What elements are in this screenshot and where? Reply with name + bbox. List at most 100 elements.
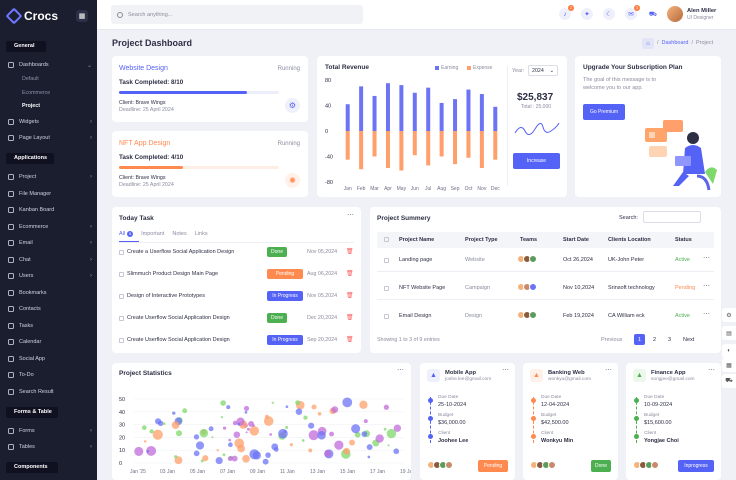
user-avatar[interactable] (667, 6, 683, 22)
data-bubble (383, 427, 387, 431)
sidebar-item-search-result[interactable]: Search Result (8, 387, 92, 397)
tab-notes[interactable]: Notes (172, 231, 187, 237)
sidebar-item-social-app[interactable]: Social App (8, 354, 92, 364)
task-name: Create Userflow Social Application Desig… (127, 337, 230, 343)
cart-icon[interactable]: ⛟ (648, 10, 658, 18)
sidebar-item-forms[interactable]: Forms › (8, 426, 92, 436)
sidebar-item-tables[interactable]: Tables › (8, 442, 92, 452)
row-checkbox[interactable] (384, 258, 389, 263)
sidebar-item-to-do[interactable]: To-Do (8, 370, 92, 380)
header-checkbox[interactable] (384, 237, 389, 242)
more-icon[interactable]: ⋯ (397, 367, 404, 374)
timeline-dot (428, 416, 433, 421)
app-icon (8, 190, 14, 197)
task-checkbox[interactable] (119, 294, 124, 299)
trash-icon[interactable]: 🗑 (346, 249, 354, 255)
settings-icon[interactable]: ⚙ (722, 308, 736, 322)
more-icon[interactable]: ⋯ (502, 367, 509, 374)
sidebar-item-bookmarks[interactable]: Bookmarks (8, 288, 92, 298)
search-input[interactable]: Search anything... (111, 5, 363, 24)
app-card-mobile-app[interactable]: ▲ Mobile App joohe.lee@gmail.com ⋯ Due Date 2… (420, 363, 515, 480)
cart-icon[interactable]: ⛟ (722, 374, 736, 388)
layout-icon[interactable]: ▤ (722, 326, 736, 340)
more-icon[interactable]: ⋯ (703, 255, 710, 262)
sidebar-item-email[interactable]: Email › (8, 238, 92, 248)
expense-bar (412, 131, 417, 156)
color-icon[interactable]: ◐ (722, 344, 736, 358)
bell-icon[interactable]: ♪ 2 (559, 5, 574, 20)
home-icon[interactable]: ⌂ (642, 38, 654, 49)
page-2-button[interactable]: 2 (653, 337, 657, 343)
more-icon[interactable]: ⋯ (605, 367, 612, 374)
star-icon[interactable]: ✦ (581, 8, 593, 20)
trash-icon[interactable]: 🗑 (346, 293, 354, 299)
data-bubble (252, 451, 261, 460)
year-select[interactable]: 2024 ⌄ (528, 65, 558, 76)
sidebar-item-tasks[interactable]: Tasks (8, 321, 92, 331)
more-icon[interactable]: ⋯ (347, 212, 354, 219)
sidebar-item-file-manager[interactable]: File Manager (8, 189, 92, 199)
upgrade-title: Upgrade Your Subscription Plan (583, 64, 683, 71)
sidebar-sub-project[interactable]: Project (22, 103, 40, 109)
legend-expense: Expense (467, 65, 492, 71)
more-icon[interactable]: ⋯ (708, 367, 715, 374)
tab-all[interactable]: All 5 (119, 231, 134, 237)
trash-icon[interactable]: 🗑 (346, 337, 354, 343)
sidebar-sub-default[interactable]: Default (22, 76, 39, 82)
summary-search-input[interactable] (643, 211, 701, 223)
tab-links[interactable]: Links (194, 231, 208, 237)
task-checkbox[interactable] (119, 272, 124, 277)
project-card-website[interactable]: Website Design Running Task Completed: 8… (112, 56, 308, 122)
app-card-finance-app[interactable]: ▲ Finance App songjee@gmail.com ⋯ Due Date 10… (626, 363, 721, 480)
trash-icon[interactable]: 🗑 (346, 271, 354, 277)
sidebar-item-kanban-board[interactable]: Kanban Board (8, 205, 92, 215)
task-checkbox[interactable] (119, 338, 124, 343)
prev-button[interactable]: Previous (601, 337, 623, 343)
more-icon[interactable]: ⋯ (703, 311, 710, 318)
page-3-button[interactable]: 3 (668, 337, 672, 343)
sidebar-item-project[interactable]: Project › (8, 172, 92, 182)
page-1-button[interactable]: 1 (634, 334, 645, 345)
mail-icon[interactable]: ✉ 3 (625, 5, 640, 20)
sidebar-item-contacts[interactable]: Contacts (8, 304, 92, 314)
y-tick-label: -80 (325, 180, 333, 186)
go-premium-button[interactable]: Go Premium (583, 104, 625, 120)
sidebar-item-widgets[interactable]: Widgets › (8, 117, 92, 127)
app-icon (8, 388, 14, 395)
expense-bar (479, 131, 484, 168)
data-bubble (342, 397, 353, 408)
data-bubble (228, 438, 232, 442)
team-avatars (517, 311, 537, 319)
trash-icon[interactable]: 🗑 (346, 315, 354, 321)
next-button[interactable]: Next (683, 337, 695, 343)
sidebar-item-dashboards[interactable]: Dashboards ⌄ (8, 60, 92, 70)
sidebar-item-users[interactable]: Users › (8, 271, 92, 281)
tab-important[interactable]: Important (141, 231, 165, 237)
sidebar-item-ecommerce[interactable]: Ecommerce › (8, 222, 92, 232)
field-label: Due Date (541, 395, 562, 400)
app-status-badge[interactable]: Inprogress (678, 460, 714, 472)
data-bubble (232, 420, 238, 426)
sidebar-item-calendar[interactable]: Calendar (8, 337, 92, 347)
row-checkbox[interactable] (384, 286, 389, 291)
row-checkbox[interactable] (384, 314, 389, 319)
sidebar-item-chat[interactable]: Chat › (8, 255, 92, 265)
app-icon (8, 240, 14, 246)
app-card-banking-web[interactable]: ▲ Banking Web wonkyu@gmail.com ⋯ Due Date 12-… (523, 363, 618, 480)
grid-icon[interactable]: ▦ (722, 358, 736, 372)
breadcrumb-dashboard[interactable]: Dashboard (661, 40, 689, 46)
app-status-badge[interactable]: Pending (478, 460, 508, 472)
moon-icon[interactable]: ☾ (603, 8, 615, 20)
widget-icon (8, 119, 14, 125)
task-checkbox[interactable] (119, 250, 124, 255)
project-card-nft[interactable]: NFT App Design Running Task Completed: 4… (112, 131, 308, 197)
more-icon[interactable]: ⋯ (703, 283, 710, 290)
task-checkbox[interactable] (119, 316, 124, 321)
sidebar-sub-ecommerce[interactable]: Ecommerce (22, 90, 51, 96)
increase-button[interactable]: Increase (513, 153, 560, 169)
sidebar-item-page-layout[interactable]: Page Layout › (8, 133, 92, 143)
brand-logo[interactable]: Crocs (5, 7, 58, 25)
data-bubble (134, 446, 144, 456)
app-status-badge[interactable]: Done (591, 460, 611, 472)
menu-grid-icon[interactable]: ▦ (76, 10, 88, 22)
